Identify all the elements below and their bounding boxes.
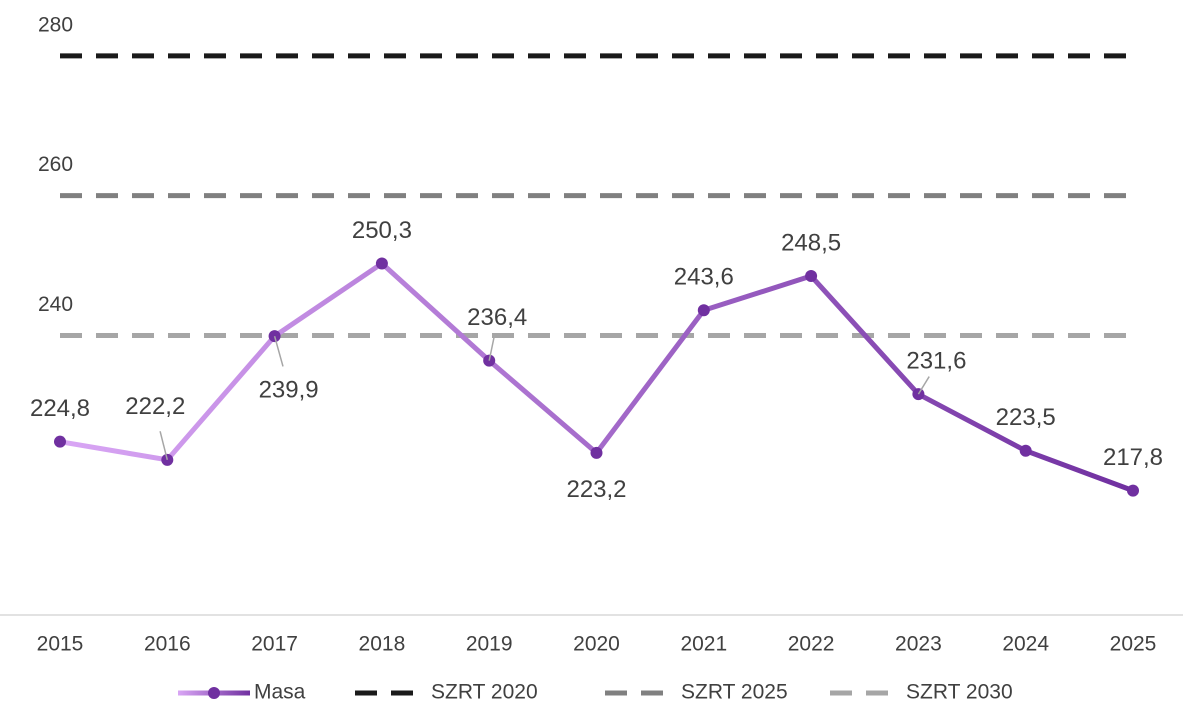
x-tick-label: 2017	[251, 633, 298, 656]
data-label: 222,2	[125, 393, 185, 420]
x-tick-label: 2016	[144, 633, 191, 656]
data-label: 223,5	[996, 404, 1056, 431]
legend-label: SZRT 2020	[431, 681, 538, 704]
legend-marker	[208, 687, 220, 699]
x-tick-label: 2021	[680, 633, 727, 656]
data-label: 248,5	[781, 229, 841, 256]
data-point	[54, 435, 66, 448]
legend-label: SZRT 2030	[906, 681, 1013, 704]
legend-label: Masa	[254, 681, 306, 704]
data-label: 223,2	[566, 476, 626, 503]
data-label: 217,8	[1103, 444, 1163, 471]
data-label: 231,6	[906, 348, 966, 375]
data-label: 250,3	[352, 217, 412, 244]
x-tick-label: 2020	[573, 633, 620, 656]
x-tick-label: 2023	[895, 633, 942, 656]
y-tick-label: 280	[38, 13, 73, 36]
x-tick-label: 2015	[37, 633, 84, 656]
data-label: 239,9	[259, 376, 319, 403]
data-label: 224,8	[30, 395, 90, 422]
leader-line	[273, 335, 284, 367]
data-label: 236,4	[467, 304, 527, 331]
x-tick-label: 2024	[1002, 633, 1049, 656]
leader-line	[488, 337, 495, 361]
y-tick-label: 260	[38, 153, 73, 176]
legend-label: SZRT 2025	[681, 681, 788, 704]
x-tick-label: 2022	[788, 633, 835, 656]
x-tick-label: 2025	[1110, 633, 1157, 656]
data-point	[805, 270, 818, 283]
x-tick-label: 2019	[466, 633, 513, 656]
data-point	[1019, 444, 1032, 457]
data-point	[375, 257, 388, 270]
data-label: 243,6	[674, 264, 734, 291]
data-point	[1127, 484, 1139, 497]
y-tick-label: 240	[38, 293, 73, 316]
leader-line	[159, 431, 169, 461]
data-point	[697, 304, 710, 317]
x-tick-label: 2018	[359, 633, 406, 656]
data-point	[590, 446, 603, 459]
leader-line	[917, 376, 930, 395]
